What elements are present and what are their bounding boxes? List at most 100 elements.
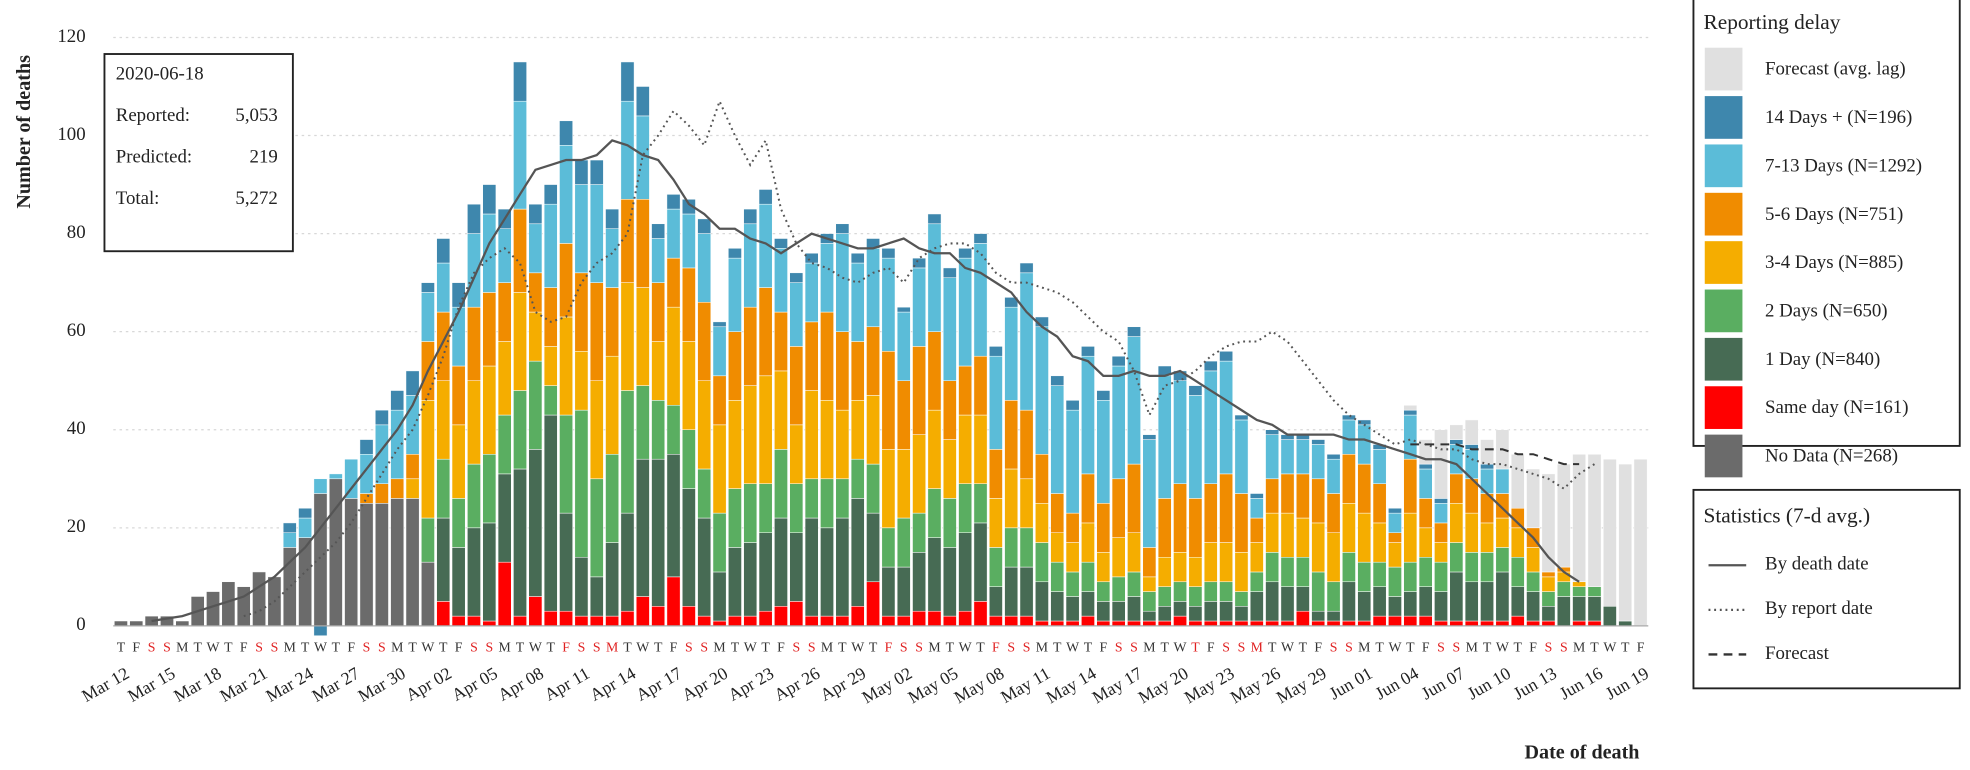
day-label: F (1314, 639, 1322, 654)
bar-segment (728, 400, 742, 489)
bar-segment (774, 238, 788, 249)
bar-segment (666, 454, 681, 578)
day-label: S (1545, 639, 1553, 654)
bar-segment (651, 458, 666, 607)
bar-segment (467, 203, 481, 234)
bar-segment (1556, 463, 1571, 568)
bar-segment (1219, 601, 1233, 622)
bar-segment (482, 184, 497, 215)
bar-segment (789, 483, 804, 533)
bar-segment (589, 615, 604, 627)
stats-frame (1692, 488, 1961, 690)
bar-segment (758, 375, 773, 484)
info-value: 219 (250, 147, 278, 168)
bar-segment (1096, 400, 1111, 504)
bar-segment (620, 390, 635, 514)
bar-segment (574, 272, 589, 352)
bar-segment (1111, 601, 1126, 622)
bar-segment (1372, 586, 1387, 617)
bar-segment (1587, 586, 1602, 597)
day-label: M (1143, 639, 1155, 654)
bar-segment (789, 272, 804, 283)
bar-segment (743, 208, 758, 225)
bar-segment (789, 282, 804, 347)
bar-segment (682, 267, 696, 342)
bar-segment (635, 596, 650, 627)
bar-segment (666, 404, 681, 455)
bar-segment (1357, 424, 1372, 465)
bar-segment (1449, 542, 1464, 573)
stat-line (243, 98, 1596, 618)
bar-segment (1480, 581, 1494, 622)
bar-segment (743, 615, 758, 627)
bar-segment (635, 86, 650, 117)
stats-label: By death date (1765, 554, 1869, 575)
bar-segment (467, 233, 481, 308)
stats-label: By report date (1765, 598, 1873, 619)
bar-segment (1249, 591, 1264, 622)
bar-segment (451, 424, 466, 499)
bar-segment (804, 321, 819, 391)
bar-segment (497, 414, 512, 475)
bar-segment (912, 267, 926, 347)
y-tick-label: 120 (57, 26, 85, 47)
bar-segment (589, 380, 604, 480)
day-label: T (408, 639, 417, 654)
bar-segment (1065, 542, 1080, 573)
bar-segment (1265, 478, 1280, 514)
bar-segment (743, 306, 758, 386)
day-label: S (163, 639, 171, 654)
bar-segment (758, 610, 773, 627)
day-label: W (421, 639, 434, 654)
bar-segment (1449, 424, 1464, 440)
bar-segment (1495, 620, 1510, 627)
bar-segment (1081, 615, 1095, 627)
bar-segment (835, 409, 850, 480)
bar-segment (574, 557, 589, 617)
bar-segment (1464, 419, 1479, 445)
bar-segment (1219, 473, 1233, 543)
bar-segment (1035, 620, 1049, 627)
bar-segment (1541, 576, 1556, 592)
bar-segment (605, 228, 619, 288)
bar-segment (1357, 463, 1372, 514)
y-tick-label: 80 (67, 222, 86, 243)
bar-segment (912, 552, 926, 612)
bar-segment (1449, 503, 1464, 543)
bar-segment (298, 517, 312, 538)
day-label: S (1560, 639, 1568, 654)
bar-segment (1541, 571, 1556, 578)
bar-segment (1019, 615, 1034, 627)
bar-segment (1342, 414, 1356, 421)
bar-segment (589, 282, 604, 381)
bar-segment (282, 522, 297, 533)
bar-segment (728, 248, 742, 259)
day-label: T (1084, 639, 1093, 654)
bar-segment (513, 468, 527, 617)
day-label: W (1174, 639, 1187, 654)
bar-segment (298, 507, 312, 519)
bar-segment (1249, 493, 1264, 499)
bar-segment (1556, 581, 1571, 597)
bar-segment (1449, 571, 1464, 622)
bar-segment (697, 380, 712, 470)
bar-segment (774, 370, 788, 450)
bar-segment (313, 478, 328, 494)
bar-segment (1004, 615, 1019, 627)
bar-segment (1280, 439, 1295, 475)
day-label: W (314, 639, 327, 654)
bar-segment (835, 478, 850, 519)
bar-segment (1019, 527, 1034, 568)
bar-segment (958, 257, 973, 367)
day-label: S (1222, 639, 1230, 654)
bar-segment (1618, 463, 1633, 622)
bar-segment (866, 248, 880, 328)
bar-segment (712, 375, 727, 426)
bar-segment (1265, 429, 1280, 435)
y-tick-label: 0 (76, 614, 85, 635)
bar-segment (1311, 478, 1326, 524)
bar-segment (881, 615, 896, 627)
bar-segment (451, 547, 466, 617)
day-label: F (455, 639, 463, 654)
bar-segment (620, 282, 635, 391)
